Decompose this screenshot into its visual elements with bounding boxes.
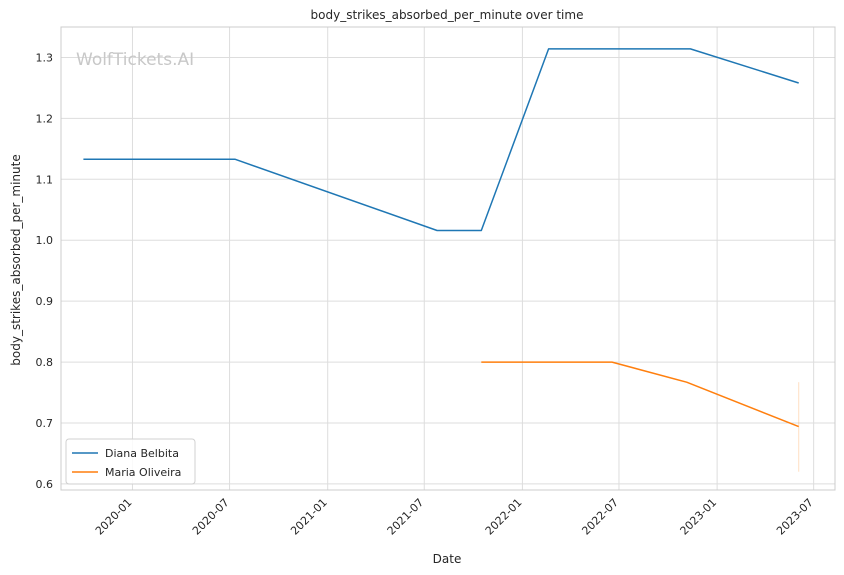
watermark: WolfTickets.AI bbox=[76, 50, 194, 70]
x-tick-label: 2020-07 bbox=[190, 496, 232, 538]
y-axis-ticks: 0.6 0.7 0.8 0.9 1.0 1.1 1.2 1.3 bbox=[36, 51, 54, 490]
plot-area bbox=[60, 26, 836, 491]
x-tick-label: 2022-07 bbox=[579, 496, 621, 538]
y-tick-label: 1.3 bbox=[36, 51, 54, 64]
legend-box bbox=[65, 438, 196, 485]
y-tick-label: 1.2 bbox=[36, 112, 54, 125]
y-tick-label: 0.8 bbox=[36, 356, 54, 369]
series-line-maria-oliveira bbox=[481, 361, 799, 428]
y-tick-label: 0.9 bbox=[36, 295, 54, 308]
x-tick-label: 2020-01 bbox=[93, 496, 135, 538]
legend: Diana Belbita Maria Oliveira bbox=[65, 438, 196, 485]
y-axis-label: body_strikes_absorbed_per_minute bbox=[9, 154, 23, 365]
legend-label: Maria Oliveira bbox=[105, 466, 181, 479]
x-axis-label: Date bbox=[433, 552, 462, 566]
x-tick-label: 2023-01 bbox=[678, 496, 720, 538]
y-tick-label: 1.0 bbox=[36, 234, 54, 247]
series-lines bbox=[83, 48, 800, 472]
grid bbox=[61, 27, 835, 490]
y-tick-label: 0.6 bbox=[36, 478, 54, 491]
y-tick-label: 0.7 bbox=[36, 417, 54, 430]
y-tick-label: 1.1 bbox=[36, 173, 54, 186]
legend-label: Diana Belbita bbox=[105, 447, 179, 460]
series-line-diana-belbita bbox=[83, 48, 799, 232]
x-tick-label: 2021-07 bbox=[385, 496, 427, 538]
chart-title: body_strikes_absorbed_per_minute over ti… bbox=[311, 8, 584, 22]
x-tick-label: 2022-01 bbox=[483, 496, 525, 538]
x-axis-ticks: 2020-01 2020-07 2021-01 2021-07 2022-01 2022-… bbox=[93, 496, 816, 538]
x-tick-label: 2023-07 bbox=[774, 496, 816, 538]
x-tick-label: 2021-01 bbox=[288, 496, 330, 538]
